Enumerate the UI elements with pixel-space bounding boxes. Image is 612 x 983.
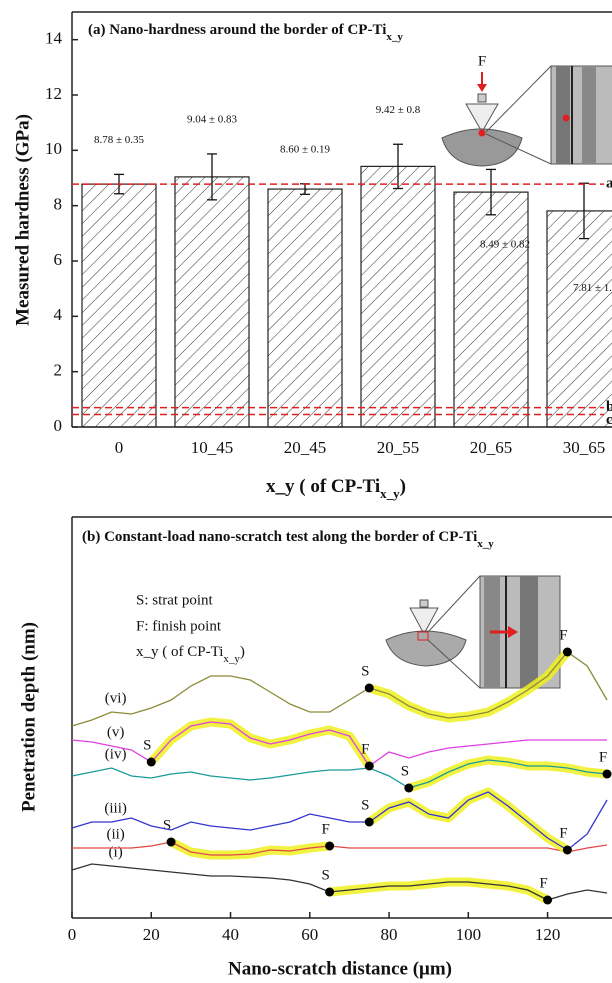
x-label-subscript: x_y	[380, 486, 400, 501]
marker-point	[365, 762, 374, 771]
y-tick-label: 6	[54, 250, 63, 269]
highlight	[151, 722, 369, 766]
marker-label: S	[163, 817, 171, 833]
x-tick-label: 20_45	[284, 438, 327, 457]
y-tick-label: 4	[54, 305, 63, 324]
x-tick-label: 100	[456, 925, 482, 944]
bar	[175, 177, 249, 427]
inset-scratch	[386, 576, 560, 688]
y-tick-label: 8	[54, 195, 63, 214]
reference-label: a	[606, 176, 612, 192]
y-axis-label: Measured hardness (GPa)	[12, 114, 33, 326]
legend-text: x_y ( of CP-Tix_y)	[136, 644, 245, 664]
marker-point	[543, 896, 552, 905]
marker-label: S	[361, 797, 369, 813]
marker-label: F	[539, 875, 547, 891]
x-axis-label: x_y ( of CP-Tix_y)	[266, 476, 406, 501]
value-label: 7.81 ± 1.00	[573, 282, 612, 294]
panel-a: (a) Nano-hardness around the border of C…	[12, 12, 612, 501]
inset-indenter: F	[442, 53, 612, 166]
x-tick-label: 120	[535, 925, 561, 944]
marker-point	[147, 758, 156, 767]
x-tick-label: 20_55	[377, 438, 420, 457]
marker-point	[404, 784, 413, 793]
marker-label: F	[599, 749, 607, 765]
marker-point	[325, 888, 334, 897]
legend-text: F: finish point	[136, 618, 222, 634]
bar	[82, 184, 156, 427]
title-subscript: x_y	[477, 538, 494, 550]
x-tick-label: 60	[301, 925, 318, 944]
line-series	[72, 792, 607, 850]
line-series	[72, 842, 607, 855]
panel-b: (b) Constant-load nano-scratch test alon…	[18, 517, 612, 979]
marker-point	[365, 684, 374, 693]
bar	[361, 166, 435, 427]
x-label-suffix: )	[400, 476, 406, 497]
value-label: 8.49 ± 0.82	[480, 238, 530, 250]
x-tick-label: 0	[68, 925, 77, 944]
marker-label: F	[559, 627, 567, 643]
marker-point	[603, 770, 612, 779]
series-label: (v)	[107, 724, 125, 740]
y-tick-label: 10	[45, 139, 62, 158]
series-label: (iii)	[104, 800, 127, 816]
legend-text: S: strat point	[136, 592, 214, 608]
x-tick-label: 80	[381, 925, 398, 944]
marker-label: S	[321, 867, 329, 883]
value-label: 9.42 ± 0.8	[376, 104, 421, 116]
chart-title: (b) Constant-load nano-scratch test alon…	[82, 529, 494, 549]
x-tick-label: 40	[222, 925, 239, 944]
title-text: (a) Nano-hardness around the border of C…	[88, 22, 386, 38]
value-label: 8.78 ± 0.35	[94, 134, 145, 146]
y-tick-label: 14	[45, 29, 63, 48]
x-tick-label: 20_65	[470, 438, 513, 457]
y-axis-label: Penetration depth (nm)	[18, 622, 39, 812]
highlight	[330, 882, 548, 900]
value-label: 9.04 ± 0.83	[187, 113, 238, 125]
x-axis-label: Nano-scratch distance (μm)	[228, 958, 452, 979]
bar	[454, 192, 528, 427]
value-label: 8.60 ± 0.19	[280, 143, 331, 155]
bar	[547, 211, 612, 427]
title-subscript: x_y	[386, 31, 403, 43]
marker-label: F	[559, 825, 567, 841]
series-label: (ii)	[106, 826, 124, 842]
chart-title: (a) Nano-hardness around the border of C…	[88, 22, 403, 42]
marker-label: S	[401, 763, 409, 779]
marker-point	[325, 842, 334, 851]
legend-suffix: )	[240, 644, 245, 660]
x-tick-label: 0	[115, 438, 124, 457]
series-label: (i)	[109, 844, 123, 860]
series-label: (vi)	[105, 690, 127, 706]
y-tick-label: 0	[54, 416, 63, 435]
marker-label: F	[321, 821, 329, 837]
inset-label: F	[478, 53, 486, 69]
y-tick-label: 2	[54, 361, 63, 380]
marker-point	[167, 838, 176, 847]
figure: (a) Nano-hardness around the border of C…	[0, 0, 612, 983]
x-tick-label: 20	[143, 925, 160, 944]
reference-label: c	[606, 412, 612, 428]
x-label-text: x_y ( of CP-Ti	[266, 476, 380, 497]
marker-label: S	[143, 737, 151, 753]
legend-subscript: x_y	[223, 653, 240, 665]
y-tick-label: 12	[45, 84, 62, 103]
legend-text-main: x_y ( of CP-Ti	[136, 644, 223, 660]
marker-label: F	[361, 741, 369, 757]
marker-point	[563, 846, 572, 855]
title-text: (b) Constant-load nano-scratch test alon…	[82, 529, 477, 545]
highlight	[409, 760, 607, 788]
x-tick-label: 30_65	[563, 438, 606, 457]
bar	[268, 189, 342, 427]
x-tick-label: 10_45	[191, 438, 234, 457]
marker-point	[563, 648, 572, 657]
marker-point	[365, 818, 374, 827]
marker-label: S	[361, 663, 369, 679]
